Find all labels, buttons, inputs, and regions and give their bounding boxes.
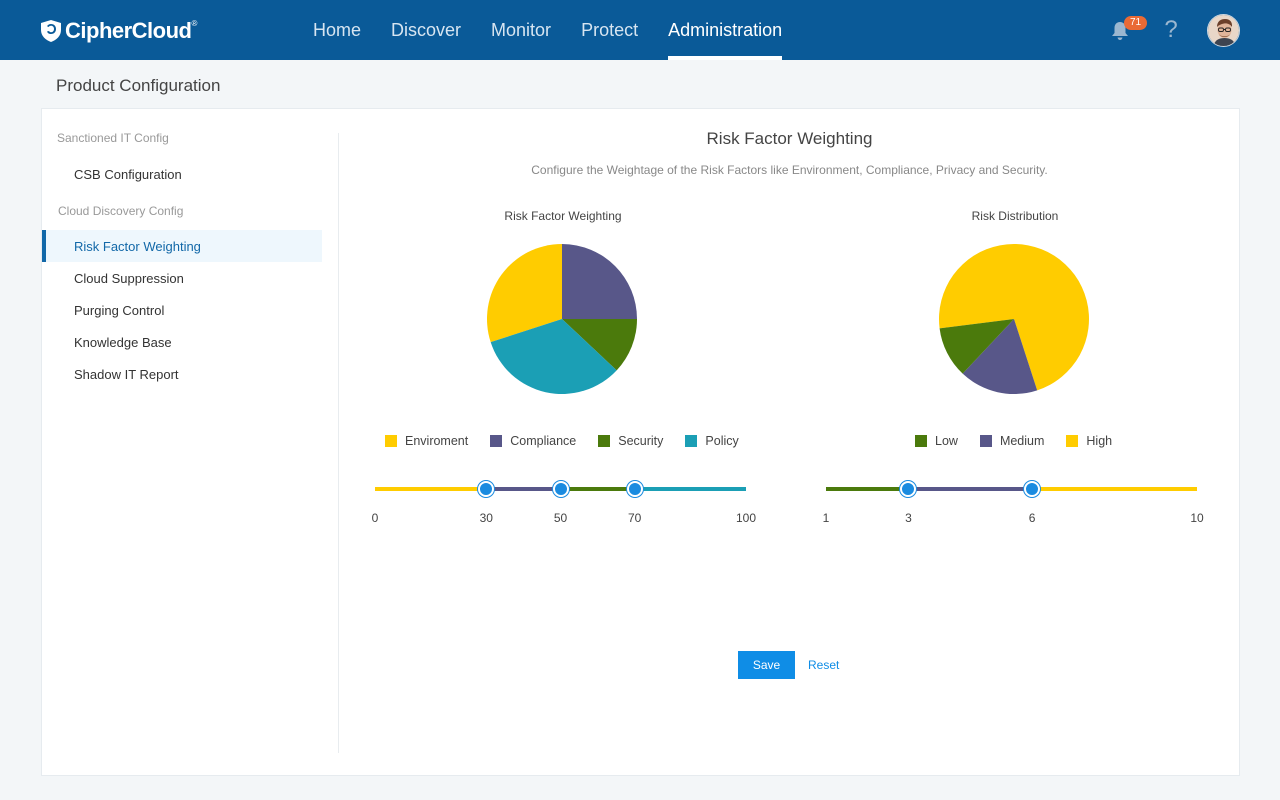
slider-tick-label: 100 — [735, 511, 757, 525]
page-title: Product Configuration — [56, 76, 221, 95]
slider-tick-label: 0 — [371, 511, 379, 525]
pie-slice-medium — [962, 319, 1038, 394]
risk-distribution-legend: Low Medium High — [915, 434, 1134, 448]
help-icon[interactable]: ? — [1164, 16, 1178, 43]
slider-tick-label: 50 — [553, 511, 568, 525]
risk-distribution-slider-ticks: 1 3 6 10 — [822, 511, 1204, 527]
risk-distribution-slider[interactable] — [826, 481, 1197, 497]
pie-slice-high — [939, 244, 1089, 391]
legend-item-medium: Medium — [979, 434, 1045, 448]
legend-item-low: Low — [915, 434, 958, 448]
slider-tick-label: 6 — [1028, 511, 1036, 525]
brand-name: CipherCloud — [65, 18, 192, 43]
legend-swatch-compliance — [490, 435, 503, 447]
pie-slice-compliance — [562, 244, 637, 319]
legend-label-policy: Policy — [705, 434, 739, 448]
slider-tick-label: 10 — [1190, 511, 1204, 525]
avatar-portrait-icon — [1208, 15, 1239, 46]
pie-slice-policy — [490, 319, 617, 394]
pie-slice-low — [939, 319, 1014, 374]
legend-swatch-security — [598, 435, 611, 447]
legend-item-high: High — [1066, 434, 1112, 448]
slider-handle-1[interactable] — [478, 481, 495, 497]
legend-item-security: Security — [598, 434, 663, 448]
legend-item-enviroment: Enviroment — [385, 434, 468, 448]
legend-item-compliance: Compliance — [490, 434, 576, 448]
legend-label-security: Security — [618, 434, 664, 448]
chart-title-risk-factor-weighting: Risk Factor Weighting — [504, 209, 622, 223]
slider-segment-high — [1032, 487, 1197, 491]
brand-logo[interactable]: CipherCloud ® — [40, 18, 197, 44]
reset-button[interactable]: Reset — [808, 658, 840, 672]
risk-factor-weight-slider[interactable] — [375, 481, 746, 497]
slider-tick-label: 30 — [479, 511, 493, 525]
slider-segment-security — [560, 487, 635, 491]
legend-label-low: Low — [935, 434, 958, 448]
legend-swatch-high — [1066, 435, 1079, 447]
notification-count-badge: 71 — [1124, 16, 1147, 30]
legend-swatch-low — [915, 435, 927, 447]
slider-tick-label: 3 — [905, 511, 912, 525]
slider-tick-label: 1 — [822, 511, 830, 525]
legend-label-enviroment: Enviroment — [405, 434, 469, 448]
slider-handle-2[interactable] — [552, 481, 569, 497]
nav-item-administration[interactable]: Administration — [653, 0, 797, 60]
sidebar-item-knowledge-base[interactable]: Knowledge Base — [74, 334, 172, 350]
sidebar-item-shadow-it-report[interactable]: Shadow IT Report — [74, 366, 179, 382]
save-button[interactable]: Save — [738, 651, 795, 679]
legend-label-compliance: Compliance — [510, 434, 577, 448]
legend-item-policy: Policy — [685, 434, 739, 448]
slider-segment-enviroment — [375, 487, 487, 491]
sidebar-item-csb-configuration[interactable]: CSB Configuration — [74, 166, 182, 182]
content-title: Risk Factor Weighting — [706, 129, 873, 148]
nav-item-protect[interactable]: Protect — [581, 19, 639, 40]
legend-swatch-medium — [979, 435, 992, 447]
slider-handle-1[interactable] — [900, 481, 917, 497]
slider-segment-compliance — [486, 487, 561, 491]
slider-handle-3[interactable] — [626, 481, 643, 497]
slider-segment-medium — [908, 487, 1033, 491]
chart-title-risk-distribution: Risk Distribution — [971, 209, 1059, 223]
configuration-panel: Sanctioned IT Config Cloud Discovery Con… — [41, 108, 1240, 776]
sidebar-item-risk-factor-weighting[interactable]: Risk Factor Weighting — [42, 230, 322, 262]
sidebar-group-sanctioned-it: Sanctioned IT Config — [57, 131, 169, 145]
main-nav: Home Discover Monitor Protect Administration — [298, 0, 797, 60]
top-navigation-bar: CipherCloud ® Home Discover Monitor Protect A… — [0, 0, 1280, 60]
nav-item-home[interactable]: Home — [313, 19, 362, 40]
legend-label-medium: Medium — [999, 434, 1045, 448]
sidebar-item-purging-control[interactable]: Purging Control — [74, 302, 165, 318]
sidebar-item-cloud-suppression[interactable]: Cloud Suppression — [74, 270, 184, 286]
slider-handle-2[interactable] — [1024, 481, 1041, 497]
legend-swatch-enviroment — [385, 435, 397, 447]
slider-segment-policy — [634, 487, 746, 491]
sidebar-divider — [338, 133, 339, 753]
risk-distribution-pie-chart — [939, 244, 1089, 394]
legend-label-high: High — [1086, 434, 1113, 448]
nav-item-monitor[interactable]: Monitor — [491, 19, 552, 40]
shield-logo-icon — [41, 20, 61, 42]
pie-slice-security — [562, 319, 637, 371]
legend-swatch-policy — [685, 435, 698, 447]
risk-factor-pie-chart — [487, 244, 637, 394]
pie-slice-enviroment — [487, 244, 562, 343]
slider-segment-low — [826, 487, 909, 491]
sidebar-group-cloud-discovery: Cloud Discovery Config — [58, 204, 184, 218]
risk-factor-legend: Enviroment Compliance Security Policy — [385, 434, 761, 448]
content-description: Configure the Weightage of the Risk Fact… — [531, 163, 1048, 177]
user-avatar[interactable] — [1207, 14, 1240, 47]
registered-mark: ® — [191, 18, 198, 28]
slider-tick-label: 70 — [628, 511, 642, 525]
nav-item-discover[interactable]: Discover — [391, 19, 462, 40]
risk-factor-slider-ticks: 0 30 50 70 100 — [371, 511, 756, 527]
